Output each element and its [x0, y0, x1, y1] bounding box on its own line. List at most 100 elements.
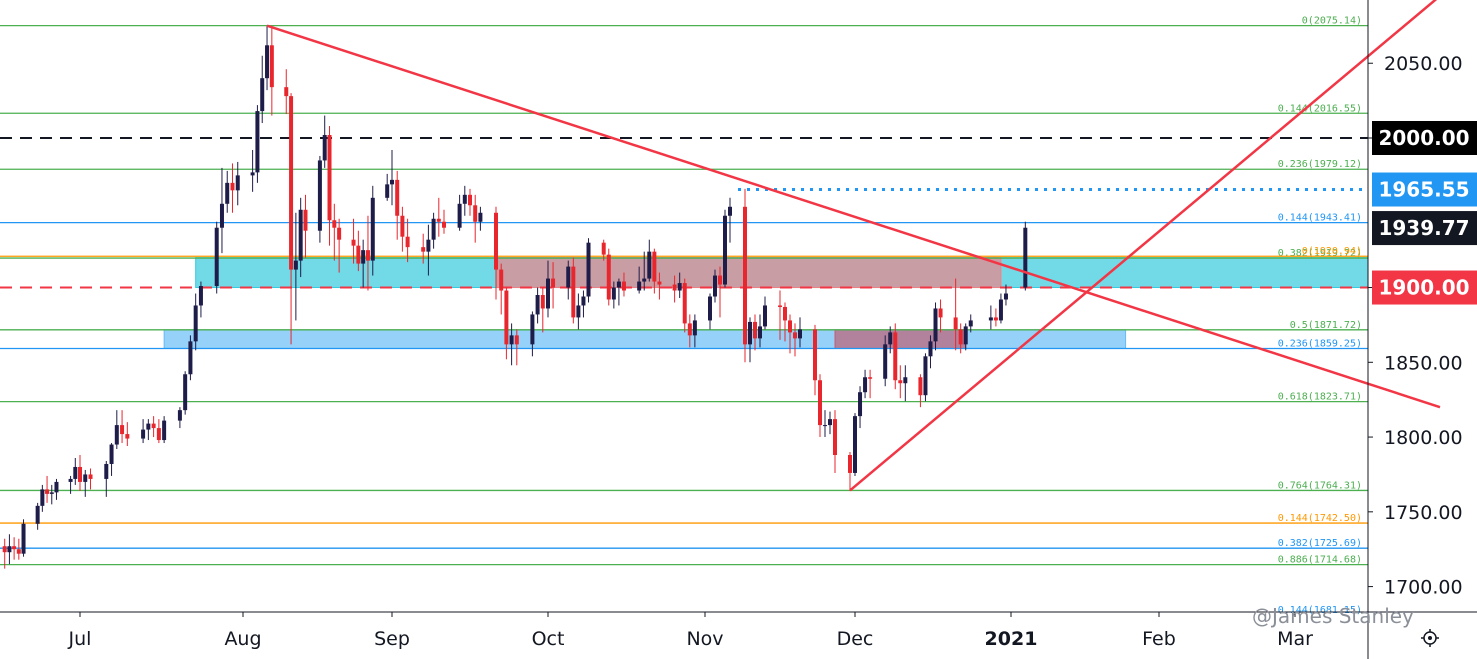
candle-body — [104, 463, 109, 479]
candle-body — [621, 281, 626, 291]
candle-body — [647, 251, 652, 279]
candle-body — [968, 320, 973, 327]
x-tick-label: Oct — [532, 628, 565, 650]
candle-body — [365, 250, 370, 261]
candle-body — [652, 251, 657, 282]
candle-body — [146, 423, 151, 430]
candle-body — [828, 419, 832, 426]
candle-body — [923, 356, 928, 396]
candle-body — [888, 332, 893, 345]
candle-body — [728, 206, 732, 216]
candle-body — [783, 306, 787, 321]
fib-label: 0.764(1764.31) — [1278, 480, 1362, 491]
candle-body — [293, 260, 298, 270]
candle-body — [332, 220, 337, 228]
price-tag-box — [1372, 121, 1477, 155]
candle-body — [823, 425, 827, 427]
candle-body — [868, 377, 873, 379]
trendline — [849, 0, 1438, 492]
candle-body — [284, 87, 289, 97]
candle-body — [1003, 293, 1008, 300]
y-tick-label: 2050.00 — [1384, 53, 1463, 75]
zone-rect — [163, 329, 1127, 349]
candle-body — [177, 410, 182, 421]
zone-rect — [834, 329, 967, 349]
candle-body — [963, 326, 968, 345]
candle-body — [535, 295, 540, 315]
candle-body — [337, 227, 342, 240]
candle-body — [883, 344, 888, 379]
candle-body — [566, 266, 571, 288]
candle-body — [793, 332, 797, 339]
candle-body — [778, 305, 782, 307]
candle-body — [156, 428, 161, 441]
candle-body — [265, 45, 270, 79]
zones-layer — [163, 257, 1369, 349]
candle-body — [611, 287, 616, 300]
candle-body — [322, 135, 327, 161]
candle-body — [230, 182, 235, 191]
candle-body — [546, 278, 550, 309]
candle-body — [16, 549, 21, 554]
price-tag-label: 1900.00 — [1378, 276, 1469, 300]
fib-label: 0.236(1859.25) — [1278, 338, 1362, 349]
candle-body — [7, 546, 12, 553]
x-tick-label: Jul — [68, 628, 92, 650]
fib-label: 0.236(1979.12) — [1278, 159, 1362, 170]
candle-body — [395, 179, 400, 216]
candle-body — [993, 317, 998, 321]
candle-body — [298, 209, 303, 261]
candle-body — [219, 203, 224, 228]
candles-layer — [2, 25, 1028, 569]
candle-body — [682, 283, 687, 324]
fib-label: 0.144(1681.15) — [1278, 605, 1362, 616]
candle-body — [551, 278, 556, 288]
candle-body — [853, 416, 857, 473]
candle-body — [677, 283, 682, 291]
candle-body — [478, 212, 483, 222]
candle-body — [818, 380, 822, 426]
candle-body — [509, 335, 514, 345]
candle-body — [723, 215, 727, 285]
candle-body — [606, 254, 611, 300]
candle-body — [114, 425, 119, 445]
candle-body — [400, 215, 405, 237]
candle-body — [833, 419, 837, 456]
candle-body — [390, 179, 394, 185]
candle-body — [903, 377, 908, 384]
candle-body — [753, 321, 757, 339]
candle-body — [45, 489, 50, 494]
candle-body — [49, 492, 54, 494]
candle-body — [530, 314, 535, 345]
price-tag-label: 1939.77 — [1378, 216, 1469, 240]
candle-body — [858, 392, 863, 417]
candle-body — [958, 329, 963, 345]
candle-body — [12, 546, 17, 550]
candle-body — [758, 326, 762, 339]
candle-body — [2, 546, 7, 553]
fib-label: 0.382(1919.72) — [1278, 248, 1362, 259]
trendline — [266, 24, 1441, 409]
candle-body — [225, 182, 230, 204]
candle-body — [748, 321, 752, 345]
candle-body — [327, 135, 332, 221]
price-tag-box — [1372, 270, 1477, 305]
candle-body — [431, 218, 436, 240]
candle-body — [642, 278, 647, 282]
gear-icon[interactable] — [1421, 629, 1439, 647]
candle-body — [893, 332, 898, 381]
fib-label: 0.144(2016.55) — [1278, 103, 1362, 114]
candle-body — [473, 205, 478, 222]
candle-body — [405, 236, 410, 248]
candle-body — [269, 45, 274, 88]
candle-body — [637, 281, 642, 291]
candle-body — [356, 245, 361, 264]
candle-body — [953, 317, 958, 330]
x-tick-label: Dec — [837, 628, 874, 650]
candle-body — [370, 197, 375, 261]
candle-body — [763, 305, 767, 327]
candle-body — [88, 474, 93, 479]
candle-body — [21, 523, 26, 554]
